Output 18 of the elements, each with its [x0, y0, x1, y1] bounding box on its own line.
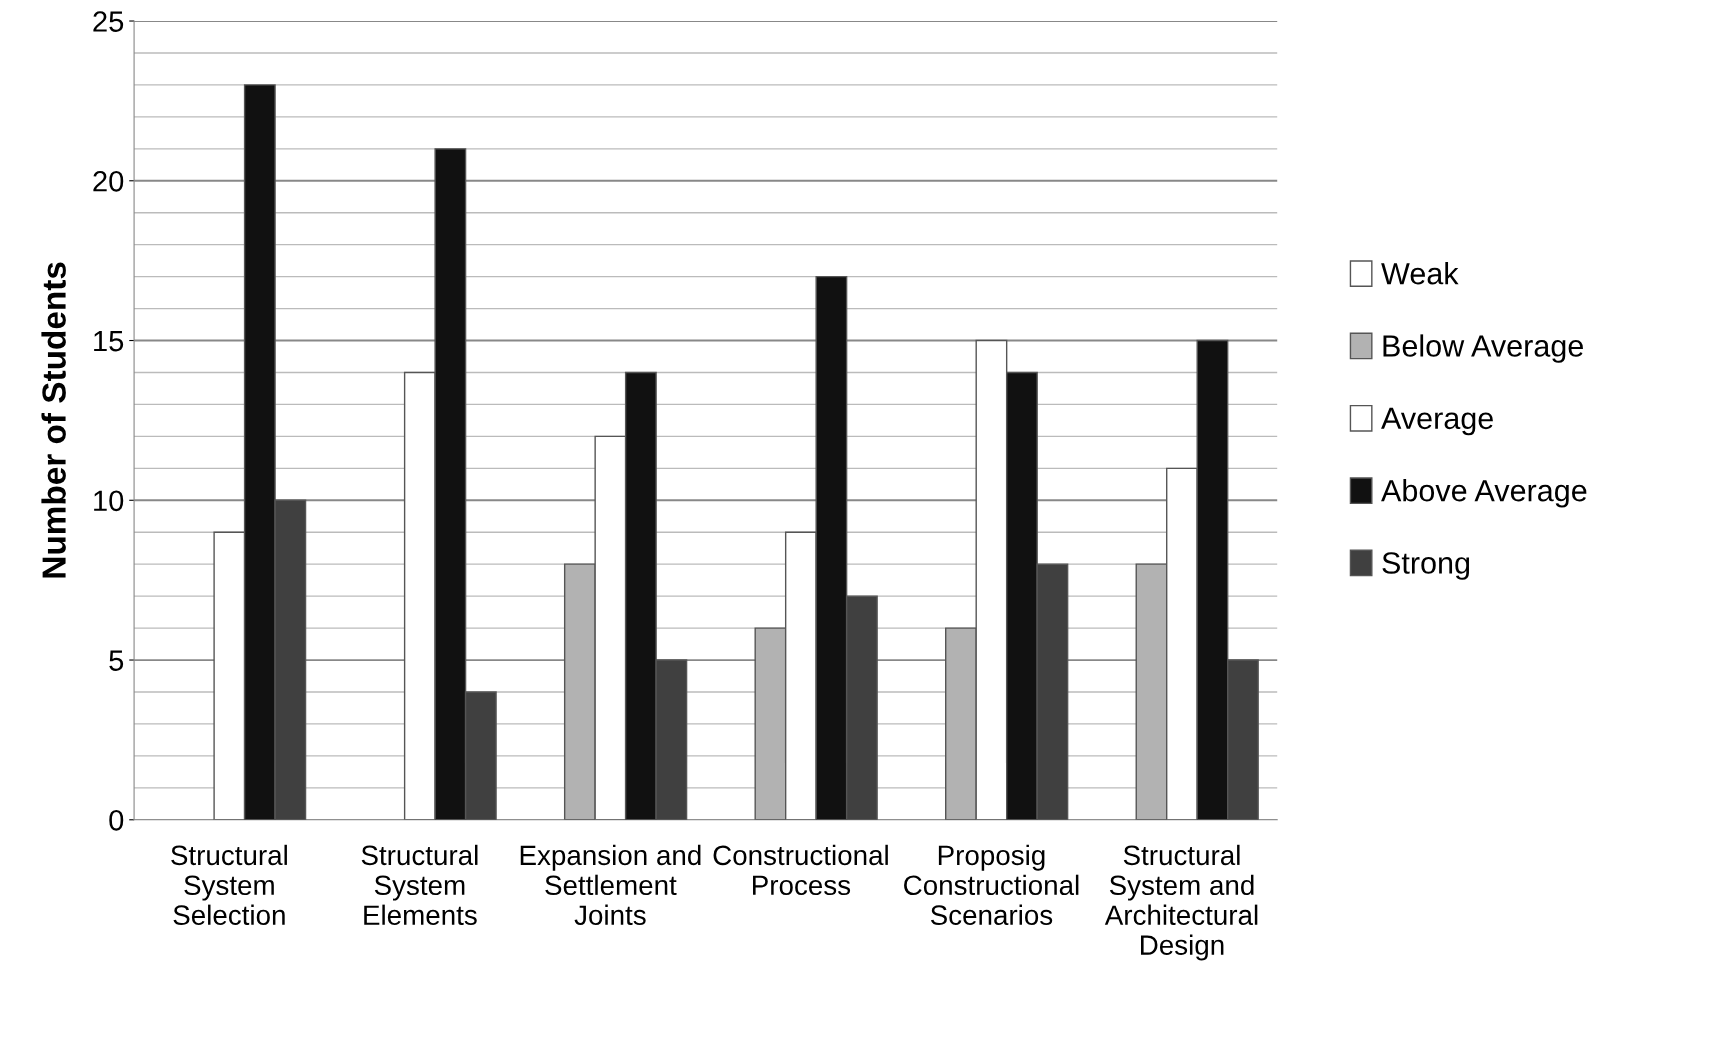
- x-tick-label: Structural System Selection: [171, 844, 287, 926]
- y-tick-label: 15: [94, 331, 124, 352]
- x-tick-label: Expansion and Settlement Joints: [520, 844, 701, 926]
- y-tick-label: 10: [94, 490, 124, 512]
- y-axis-title: Number of Students: [41, 262, 66, 578]
- x-tick-label: Proposig Constructional Scenarios: [904, 844, 1079, 926]
- legend-label: Average: [1381, 407, 1493, 436]
- y-tick-label: 5: [109, 650, 124, 671]
- legend-label: Weak: [1381, 262, 1459, 285]
- legend-label: Above Average: [1381, 479, 1587, 508]
- y-tick-label: 0: [109, 809, 124, 831]
- legend-label: Strong: [1382, 552, 1470, 580]
- x-tick-label: Structural System Elements: [361, 844, 478, 926]
- legend-label: Below Average: [1383, 334, 1583, 363]
- y-tick-label: 25: [93, 11, 124, 32]
- x-tick-label: Structural System and Architectural Design: [1104, 844, 1258, 961]
- x-tick-label: Constructional Process: [713, 844, 888, 896]
- y-tick-label: 20: [93, 170, 124, 192]
